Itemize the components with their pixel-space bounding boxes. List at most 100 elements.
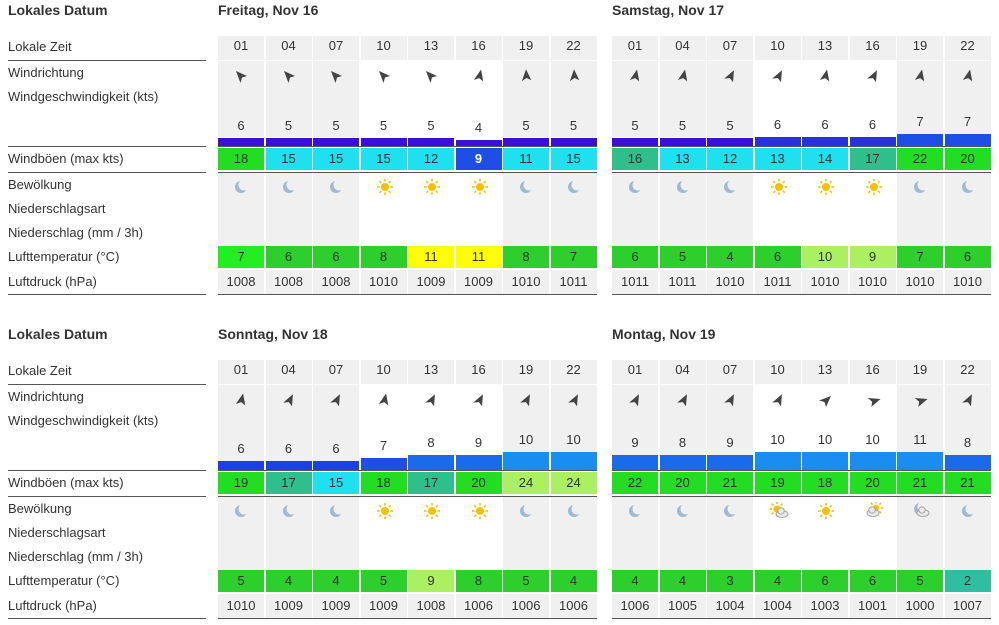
air-pressure-value: 1010 xyxy=(810,274,840,289)
wind-gust-value: 12 xyxy=(707,148,753,170)
wind-speed-bar xyxy=(360,138,407,147)
wind-speed-bar xyxy=(659,455,706,471)
time-cell-bg xyxy=(455,36,502,60)
pressure-cell-bg xyxy=(360,270,407,294)
pressure-cell-bg xyxy=(550,594,597,618)
forecast-column-07: 07 5 12 4 1010 xyxy=(707,0,753,300)
wind-direction-arrow-icon xyxy=(327,68,345,86)
wind-gust-value: 13 xyxy=(659,148,706,170)
wind-speed-bar xyxy=(550,452,597,471)
moon-icon xyxy=(517,178,535,196)
wind-speed-value: 5 xyxy=(726,118,734,133)
pressure-cell-bg xyxy=(408,270,454,294)
wind-speed-value: 10 xyxy=(817,432,833,447)
time-label: 22 xyxy=(566,362,581,377)
wind-speed-bar xyxy=(265,138,312,147)
wind-direction-arrow-icon xyxy=(769,392,787,410)
forecast-column-19: 19 7 22 7 1010 xyxy=(897,0,943,300)
row-label-lufttemperatur: Lufttemperatur (°C) xyxy=(8,249,120,264)
row-divider xyxy=(8,470,206,471)
forecast-column-16: 16 6 17 9 1010 xyxy=(849,0,896,300)
wind-speed-value: 5 xyxy=(379,118,388,133)
wind-speed-bar xyxy=(218,138,264,147)
day-divider xyxy=(218,294,597,295)
wind-gust-value: 17 xyxy=(265,472,312,494)
time-label: 07 xyxy=(328,362,344,377)
pressure-cell-bg xyxy=(218,270,264,294)
time-cell-bg xyxy=(802,36,848,60)
wind-gust-value: 14 xyxy=(802,148,848,170)
row-label-windgeschwindigkeit: Windgeschwindigkeit (kts) xyxy=(8,413,159,428)
time-cell-bg xyxy=(408,360,454,384)
wind-gust-value: 15 xyxy=(313,472,359,494)
forecast-column-04: 04 5 13 5 1011 xyxy=(659,0,706,300)
air-pressure-value: 1004 xyxy=(715,598,745,613)
time-label: 22 xyxy=(960,38,975,53)
air-temperature-value: 8 xyxy=(503,246,549,268)
air-temperature-value: 11 xyxy=(455,246,502,268)
wind-gust-value: 15 xyxy=(550,148,597,170)
wind-speed-value: 7 xyxy=(963,114,972,129)
wind-speed-value: 6 xyxy=(332,441,340,456)
time-cell-bg xyxy=(408,36,454,60)
moon-icon xyxy=(517,502,535,520)
time-cell-bg xyxy=(659,360,706,384)
sun-icon xyxy=(470,178,488,196)
forecast-column-22: 22 7 20 6 1010 xyxy=(944,0,991,300)
wind-direction-arrow-icon xyxy=(280,392,298,410)
air-pressure-value: 1010 xyxy=(511,274,541,289)
air-temperature-value: 6 xyxy=(849,570,896,592)
air-pressure-value: 1010 xyxy=(226,598,256,613)
sun-icon xyxy=(816,502,834,520)
time-label: 22 xyxy=(566,38,581,53)
air-pressure-value: 1010 xyxy=(369,274,398,289)
air-pressure-value: 1003 xyxy=(810,598,840,613)
time-label: 10 xyxy=(376,38,391,53)
forecast-column-01: 01 5 16 6 1011 xyxy=(612,0,658,300)
air-pressure-value: 1006 xyxy=(620,598,650,613)
air-pressure-value: 1004 xyxy=(763,598,792,613)
wind-gust-value: 22 xyxy=(897,148,943,170)
wind-direction-arrow-icon xyxy=(232,68,250,86)
time-cell-bg xyxy=(754,36,801,60)
wind-speed-bar xyxy=(754,452,801,471)
forecast-column-19: 19 11 21 5 1000 xyxy=(897,324,943,624)
wind-gust-value: 21 xyxy=(897,472,943,494)
time-cell-bg xyxy=(265,36,312,60)
moon-icon xyxy=(674,502,692,520)
air-temperature-value: 4 xyxy=(707,246,753,268)
day-divider xyxy=(218,172,597,173)
wind-direction-arrow-icon xyxy=(769,68,787,86)
air-pressure-value: 1000 xyxy=(905,598,935,613)
forecast-column-07: 07 6 15 4 1009 xyxy=(313,324,359,624)
wind-speed-value: 5 xyxy=(569,118,578,133)
row-label-windboeen: Windböen (max kts) xyxy=(8,475,124,490)
pressure-cell-bg xyxy=(897,594,943,618)
air-pressure-value: 1008 xyxy=(226,274,256,289)
air-pressure-value: 1008 xyxy=(321,274,351,289)
row-label-lokales-datum: Lokales Datum xyxy=(8,326,108,342)
sun-icon xyxy=(769,178,787,196)
air-pressure-value: 1011 xyxy=(668,274,697,289)
row-divider xyxy=(8,60,206,61)
air-temperature-value: 10 xyxy=(802,246,848,268)
wind-direction-arrow-icon xyxy=(674,68,692,86)
wind-speed-value: 9 xyxy=(726,435,734,450)
wind-gust-value: 20 xyxy=(455,472,502,494)
air-pressure-value: 1006 xyxy=(464,598,493,613)
row-divider xyxy=(8,172,206,173)
air-pressure-value: 1010 xyxy=(953,274,982,289)
day-divider xyxy=(612,618,991,619)
pressure-cell-bg xyxy=(897,270,943,294)
row-divider xyxy=(8,618,206,619)
wind-gust-value: 17 xyxy=(849,148,896,170)
moon-icon xyxy=(911,178,929,196)
air-temperature-value: 5 xyxy=(360,570,407,592)
time-label: 13 xyxy=(817,38,833,53)
row-label-niederschlag: Niederschlag (mm / 3h) xyxy=(8,225,144,240)
moon-icon xyxy=(327,502,345,520)
day-divider xyxy=(218,618,597,619)
time-cell-bg xyxy=(360,360,407,384)
wind-speed-value: 9 xyxy=(474,435,483,450)
wind-speed-value: 10 xyxy=(770,432,785,447)
